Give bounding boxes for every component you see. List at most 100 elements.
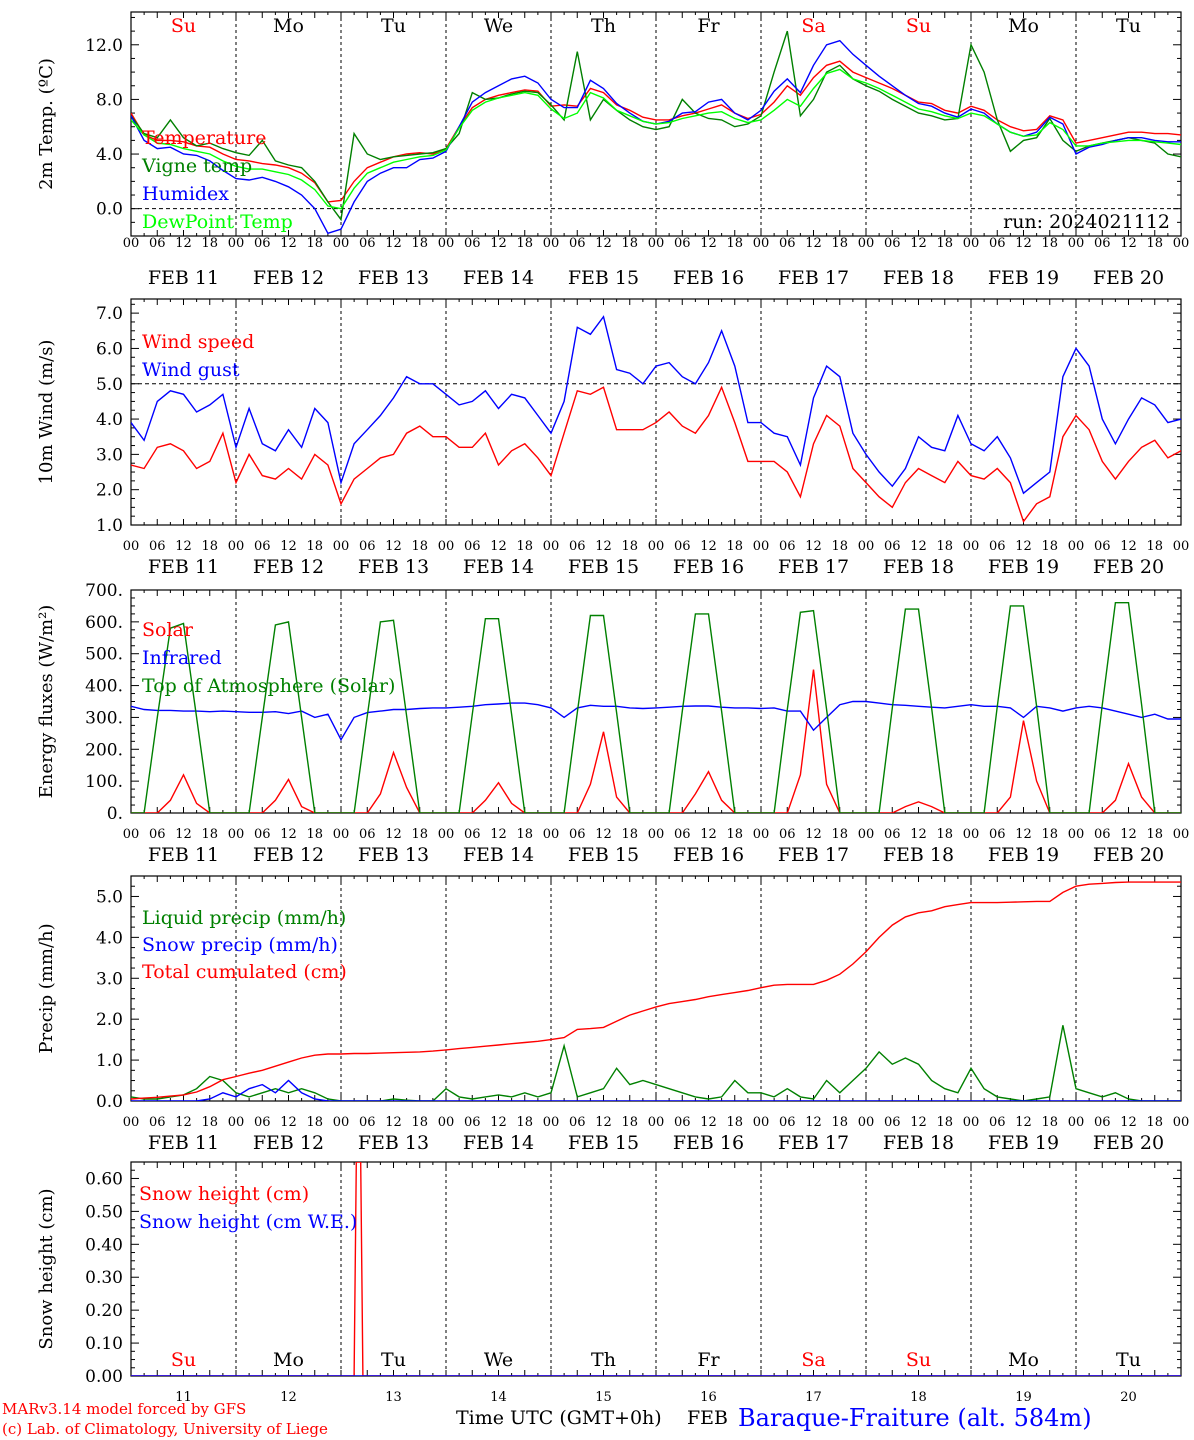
y-axis-label: Snow height (cm) (36, 1188, 57, 1349)
hour-tick-label: 06 (359, 1115, 376, 1130)
hour-tick-label: 06 (359, 827, 376, 842)
hour-tick-label: 00 (123, 236, 140, 251)
hour-tick-label: 18 (411, 236, 428, 251)
hour-tick-label: 18 (201, 827, 218, 842)
hour-tick-label: 00 (438, 236, 455, 251)
hour-tick-label: 06 (359, 539, 376, 554)
hour-tick-label: 06 (1094, 1115, 1111, 1130)
hour-tick-label: 18 (1041, 236, 1058, 251)
hour-tick-label: 18 (516, 236, 533, 251)
hour-tick-label: 06 (989, 827, 1006, 842)
hour-tick-label: 06 (254, 539, 271, 554)
hour-tick-label: 06 (569, 236, 586, 251)
hour-tick-label: 18 (726, 539, 743, 554)
date-label: FEB 17 (778, 844, 849, 866)
hour-tick-label: 06 (674, 1115, 691, 1130)
hour-tick-label: 00 (648, 236, 665, 251)
hour-tick-label: 06 (674, 236, 691, 251)
date-label: FEB 12 (253, 267, 324, 289)
date-label: FEB 20 (1093, 267, 1164, 289)
series-line-total-cumulated-cm (131, 881, 1181, 1100)
hour-tick-label: 18 (831, 1115, 848, 1130)
weekday-label: Sa (801, 1349, 825, 1371)
y-tick-label: 0.30 (85, 1268, 123, 1288)
hour-tick-label: 18 (936, 539, 953, 554)
date-label: FEB 11 (148, 556, 219, 578)
weekday-label: Su (171, 15, 196, 37)
hour-tick-label: 00 (753, 236, 770, 251)
series-line-wind-speed (131, 385, 1181, 523)
footer: MARv3.14 model forced by GFS (c) Lab. of… (2, 1400, 1092, 1438)
hour-tick-label: 18 (621, 539, 638, 554)
hour-tick-label: 18 (306, 827, 323, 842)
hour-tick-label: 12 (490, 827, 507, 842)
hour-tick-label: 18 (1146, 236, 1163, 251)
date-label: FEB 17 (778, 267, 849, 289)
day-number-label: 19 (1015, 1390, 1032, 1405)
day-number-label: 20 (1120, 1390, 1137, 1405)
hour-tick-label: 12 (595, 827, 612, 842)
hour-tick-label: 18 (1146, 539, 1163, 554)
date-label: FEB 14 (463, 556, 534, 578)
y-tick-label: 300. (85, 708, 123, 728)
hour-tick-label: 12 (490, 1115, 507, 1130)
hour-tick-label: 06 (674, 539, 691, 554)
hour-tick-label: 12 (910, 827, 927, 842)
y-tick-label: 12.0 (85, 36, 123, 56)
hour-tick-label: 18 (1146, 827, 1163, 842)
hour-tick-label: 06 (884, 827, 901, 842)
hour-tick-label: 00 (753, 1115, 770, 1130)
hour-tick-label: 00 (858, 236, 875, 251)
hour-tick-label: 18 (1146, 1115, 1163, 1130)
hour-tick-label: 06 (569, 539, 586, 554)
y-tick-label: 2.0 (96, 1010, 123, 1030)
hour-tick-label: 06 (569, 827, 586, 842)
y-axis-label: 2m Temp. (ºC) (36, 58, 57, 190)
day-number-label: 13 (385, 1390, 402, 1405)
legend-entry: DewPoint Temp (142, 211, 293, 233)
panel-temperature: 0.0 4.0 8.0 12.0 2m Temp. (ºC) Temperature Vig… (36, 11, 1189, 289)
hour-tick-label: 12 (805, 236, 822, 251)
legend-entry: Humidex (142, 183, 229, 205)
y-tick-label: 6.0 (96, 339, 123, 359)
legend-entry: Wind gust (142, 359, 240, 381)
hour-tick-label: 12 (910, 1115, 927, 1130)
y-tick-label: 500. (85, 645, 123, 665)
y-axis-label: Energy fluxes (W/m²) (36, 605, 57, 799)
hour-tick-label: 00 (333, 827, 350, 842)
hour-tick-label: 00 (1068, 1115, 1085, 1130)
hour-tick-label: 06 (254, 1115, 271, 1130)
hour-tick-label: 00 (963, 827, 980, 842)
date-label: FEB 15 (568, 844, 639, 866)
hour-tick-label: 18 (306, 1115, 323, 1130)
hour-tick-label: 06 (149, 1115, 166, 1130)
weekday-label: Tu (1116, 15, 1141, 37)
hour-tick-label: 12 (595, 1115, 612, 1130)
hour-tick-label: 18 (831, 539, 848, 554)
hour-tick-label: 06 (884, 1115, 901, 1130)
hour-tick-label: 12 (280, 539, 297, 554)
y-tick-label: 0. (107, 804, 123, 824)
y-axis-label: Precip (mm/h) (36, 923, 57, 1053)
hour-tick-label: 12 (700, 539, 717, 554)
hour-tick-label: 12 (175, 539, 192, 554)
y-tick-label: 2.0 (96, 481, 123, 501)
y-tick-label: 8.0 (96, 90, 123, 110)
date-label: FEB 19 (988, 844, 1059, 866)
weekday-label: Mo (273, 15, 304, 37)
hour-tick-label: 00 (648, 539, 665, 554)
hour-tick-label: 18 (1041, 827, 1058, 842)
hour-tick-label: 12 (1120, 539, 1137, 554)
run-label: run: 2024021112 (1003, 211, 1170, 233)
series-line-top-of-atmosphere-solar (131, 602, 1181, 813)
hour-tick-label: 00 (1173, 827, 1190, 842)
y-tick-label: 4.0 (96, 410, 123, 430)
hour-tick-label: 18 (1041, 539, 1058, 554)
panel-snow: 0.00 0.10 0.20 0.30 0.40 0.50 0.60 Snow height … (36, 1161, 1182, 1405)
weekday-label: Su (171, 1349, 196, 1371)
hour-tick-label: 18 (411, 539, 428, 554)
hour-tick-label: 06 (989, 539, 1006, 554)
date-label: FEB 14 (463, 844, 534, 866)
date-label: FEB 20 (1093, 844, 1164, 866)
